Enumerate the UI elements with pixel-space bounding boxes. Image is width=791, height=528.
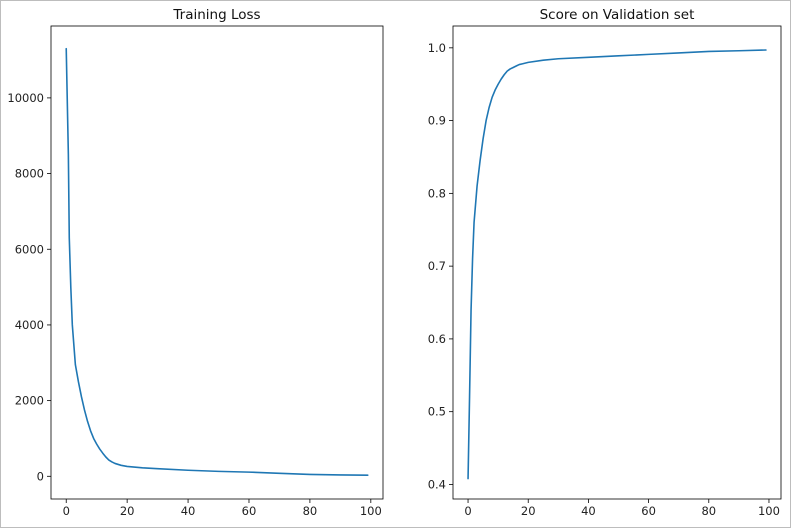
validation-score-plot: Score on Validation set 0 20 40 60 80 100 0.4 0… (428, 7, 782, 518)
loss-y-tick-label: 6000 (15, 242, 44, 256)
score-x-tick-label: 40 (581, 504, 596, 518)
score-x-tick-label: 80 (701, 504, 716, 518)
score-x-tick-label: 100 (758, 504, 780, 518)
loss-x-tick-label: 40 (181, 504, 196, 518)
score-x-tick-label: 60 (641, 504, 656, 518)
loss-series-line (65, 47, 369, 476)
validation-score-title: Score on Validation set (540, 7, 695, 23)
score-y-tick-label: 0.8 (428, 186, 446, 200)
score-y-tick-label: 0.6 (428, 332, 446, 346)
score-series-line (467, 49, 767, 480)
loss-y-tick-label: 10000 (7, 91, 44, 105)
loss-x-tick-label: 20 (120, 504, 135, 518)
loss-x-tick-label: 100 (360, 504, 382, 518)
loss-y-tick-label: 2000 (15, 394, 44, 408)
score-y-tick-label: 0.4 (428, 477, 446, 491)
loss-x-tick-label: 0 (63, 504, 70, 518)
loss-y-tick-label: 8000 (15, 167, 44, 181)
loss-y-tick-label: 0 (37, 469, 44, 483)
score-y-tick-label: 0.9 (428, 114, 446, 128)
score-y-tick-label: 0.7 (428, 259, 446, 273)
score-x-tick-label: 0 (464, 504, 471, 518)
training-loss-title: Training Loss (172, 7, 260, 23)
score-axes-frame (452, 25, 782, 500)
loss-x-tick-label: 60 (242, 504, 257, 518)
score-y-tick-label: 1.0 (428, 41, 446, 55)
score-x-tick-label: 20 (521, 504, 536, 518)
training-loss-plot: Training Loss 0 20 40 60 80 100 0 2000 4000 6000 8… (7, 7, 384, 518)
score-y-tick-label: 0.5 (428, 405, 446, 419)
loss-axes-frame (50, 25, 384, 500)
loss-x-tick-label: 80 (303, 504, 318, 518)
loss-y-tick-label: 4000 (15, 318, 44, 332)
